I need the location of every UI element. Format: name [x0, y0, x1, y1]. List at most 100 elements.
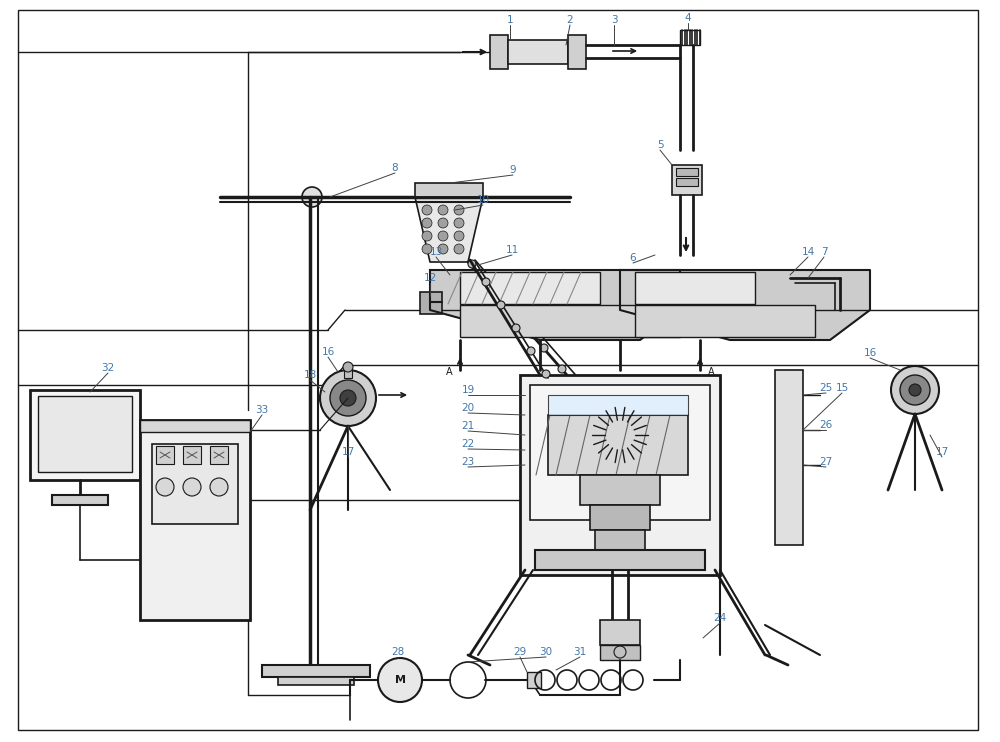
Circle shape: [302, 187, 322, 207]
Circle shape: [486, 281, 494, 289]
Polygon shape: [620, 270, 870, 340]
Text: 31: 31: [573, 647, 587, 657]
Circle shape: [891, 366, 939, 414]
Text: 10: 10: [476, 195, 490, 205]
Circle shape: [438, 244, 448, 254]
Circle shape: [183, 478, 201, 496]
Bar: [775, 370, 803, 545]
Circle shape: [454, 231, 464, 241]
Bar: [520, 375, 720, 575]
Text: 4: 4: [685, 13, 691, 23]
Text: 26: 26: [819, 420, 833, 430]
Text: 20: 20: [461, 403, 475, 413]
Bar: [672, 165, 702, 195]
Bar: [262, 665, 370, 677]
Bar: [568, 35, 586, 69]
Bar: [676, 178, 698, 186]
Circle shape: [438, 205, 448, 215]
Circle shape: [454, 218, 464, 228]
Circle shape: [454, 205, 464, 215]
Bar: [210, 446, 228, 464]
Text: 18: 18: [303, 370, 317, 380]
Circle shape: [468, 260, 476, 268]
Bar: [140, 420, 250, 432]
Text: 9: 9: [510, 165, 516, 175]
Text: 12: 12: [423, 273, 437, 283]
Text: 5: 5: [657, 140, 663, 150]
Circle shape: [210, 478, 228, 496]
Text: 17: 17: [341, 447, 355, 457]
Bar: [548, 395, 688, 415]
Bar: [460, 272, 600, 304]
Bar: [183, 446, 201, 464]
Circle shape: [540, 344, 548, 352]
Text: A: A: [708, 367, 714, 377]
Text: A: A: [446, 367, 452, 377]
Bar: [344, 368, 352, 378]
Circle shape: [909, 384, 921, 396]
Bar: [600, 620, 640, 645]
Bar: [590, 505, 650, 530]
Circle shape: [330, 380, 366, 416]
Text: 3: 3: [611, 15, 617, 25]
Circle shape: [482, 278, 490, 286]
Polygon shape: [430, 270, 680, 340]
Circle shape: [378, 658, 422, 702]
Circle shape: [320, 370, 376, 426]
Circle shape: [558, 365, 566, 373]
Circle shape: [438, 231, 448, 241]
Text: M: M: [395, 675, 406, 685]
Text: 7: 7: [821, 247, 827, 257]
Bar: [635, 272, 755, 304]
Text: 23: 23: [461, 457, 475, 467]
Bar: [535, 550, 705, 570]
Bar: [548, 415, 688, 475]
Polygon shape: [415, 197, 483, 262]
Circle shape: [542, 370, 550, 378]
Bar: [152, 444, 238, 524]
Text: 8: 8: [392, 163, 398, 173]
Circle shape: [527, 347, 535, 355]
Text: 22: 22: [461, 439, 475, 449]
Bar: [527, 672, 541, 688]
Bar: [595, 530, 645, 550]
Text: 21: 21: [461, 421, 475, 431]
Bar: [278, 677, 354, 685]
Circle shape: [343, 362, 353, 372]
Bar: [460, 305, 680, 337]
Bar: [38, 396, 132, 472]
Bar: [30, 390, 140, 480]
Circle shape: [522, 323, 530, 331]
Bar: [420, 292, 442, 314]
Text: 32: 32: [101, 363, 115, 373]
Circle shape: [340, 390, 356, 406]
Bar: [600, 645, 640, 660]
Bar: [635, 305, 815, 337]
Text: 30: 30: [539, 647, 553, 657]
Circle shape: [454, 244, 464, 254]
Bar: [676, 168, 698, 176]
Bar: [156, 446, 174, 464]
Bar: [490, 35, 508, 69]
Text: 16: 16: [321, 347, 335, 357]
Circle shape: [422, 244, 432, 254]
Bar: [52, 495, 108, 505]
Circle shape: [900, 375, 930, 405]
Text: 1: 1: [507, 15, 513, 25]
Text: 24: 24: [713, 613, 727, 623]
Bar: [680, 30, 700, 45]
Bar: [140, 420, 250, 620]
Text: 13: 13: [429, 247, 443, 257]
Bar: [580, 475, 660, 505]
Bar: [415, 183, 483, 197]
Circle shape: [504, 302, 512, 310]
Text: 19: 19: [461, 385, 475, 395]
Circle shape: [422, 205, 432, 215]
Text: 17: 17: [935, 447, 949, 457]
Text: 14: 14: [801, 247, 815, 257]
Circle shape: [438, 218, 448, 228]
Text: 6: 6: [630, 253, 636, 263]
Circle shape: [156, 478, 174, 496]
Circle shape: [422, 218, 432, 228]
Text: 2: 2: [567, 15, 573, 25]
